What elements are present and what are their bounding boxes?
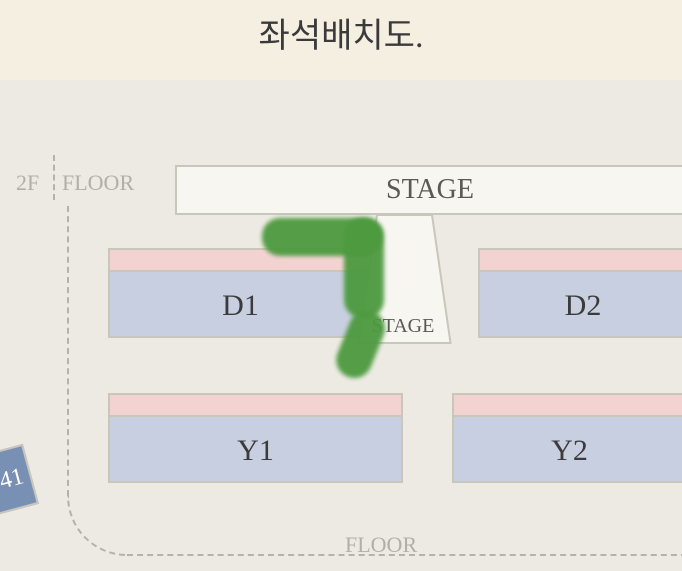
section-y1: Y1 — [108, 393, 403, 483]
stage-main: STAGE — [175, 165, 682, 215]
level-2f-label: 2F — [16, 170, 39, 196]
page-title: 좌석배치도. — [259, 8, 424, 57]
section-41: 41 — [0, 444, 39, 527]
section-y2: Y2 — [452, 393, 682, 483]
floor-label-top: FLOOR — [62, 170, 134, 196]
section-d2-label: D2 — [480, 272, 682, 338]
header: 좌석배치도. — [0, 0, 682, 80]
section-d1-pink — [110, 250, 371, 272]
stage-main-label: STAGE — [386, 174, 474, 206]
seating-chart: 2F FLOOR FLOOR D1 D2 Y1 Y2 STAGE STAGE 4… — [0, 80, 682, 571]
divider-horizontal — [127, 554, 682, 556]
divider-vertical-2 — [67, 206, 69, 496]
stage-thrust — [0, 80, 1, 81]
section-d1: D1 — [108, 248, 373, 338]
section-y1-pink — [110, 395, 401, 417]
divider-curve — [67, 496, 127, 556]
section-41-label: 41 — [0, 463, 27, 495]
section-d2: D2 — [478, 248, 682, 338]
divider-vertical-1 — [53, 155, 55, 200]
section-y2-pink — [454, 395, 682, 417]
section-y1-label: Y1 — [110, 417, 401, 483]
section-d1-label: D1 — [110, 272, 371, 338]
section-y2-label: Y2 — [454, 417, 682, 483]
stage-thrust-label: STAGE — [372, 315, 435, 338]
section-d2-pink — [480, 250, 682, 272]
